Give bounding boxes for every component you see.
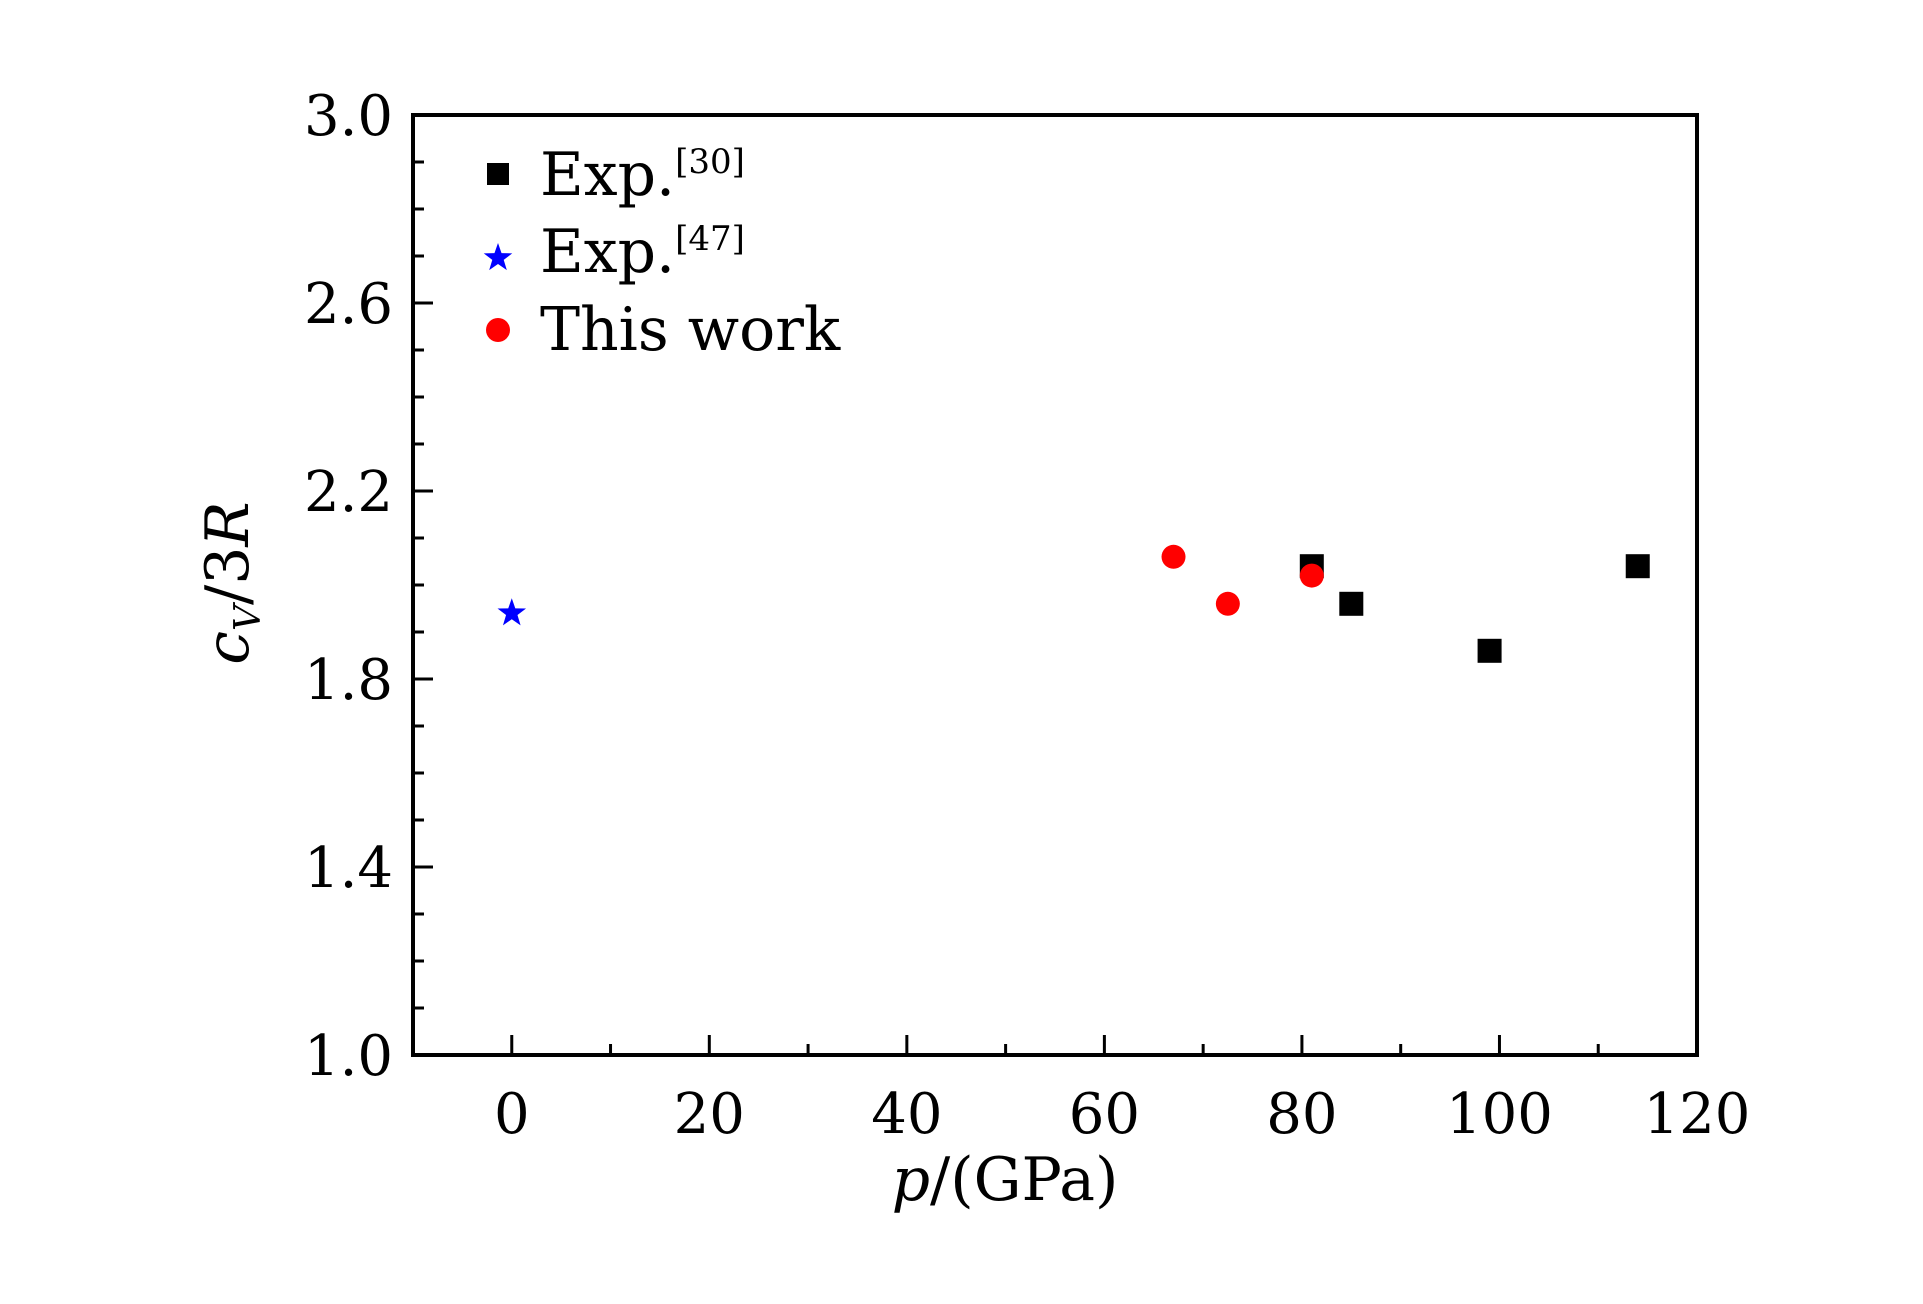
x-tick-label: 80 (1266, 1082, 1337, 1147)
legend-ref: [30] (675, 142, 745, 182)
x-axis-title: p/(GPa) (892, 1145, 1119, 1215)
legend-ref: [47] (675, 219, 745, 259)
legend-circle-marker (486, 318, 510, 342)
legend-entry-this-work: This work (486, 295, 841, 365)
data-point-circle (1161, 544, 1186, 569)
y-axis-title-var2: R (193, 501, 263, 547)
marks-layer (497, 544, 1650, 663)
x-tick-label: 100 (1446, 1082, 1553, 1147)
y-axis-title-sub: V (228, 601, 269, 631)
x-tick-label: 0 (494, 1082, 530, 1147)
x-axis-title-unit: /(GPa) (930, 1145, 1118, 1215)
y-axis-title-var: c (193, 631, 263, 665)
legend: Exp.[30] Exp.[47] This work (483, 140, 841, 365)
y-tick-label: 3.0 (304, 84, 393, 149)
legend-name: This work (540, 295, 841, 365)
data-point-star (497, 598, 527, 626)
x-tick-label: 120 (1644, 1082, 1751, 1147)
legend-label-exp-30: Exp.[30] (540, 140, 745, 210)
legend-entry-exp-47: Exp.[47] (483, 217, 745, 287)
y-tick-label: 2.2 (304, 460, 393, 525)
data-point-circle (1215, 591, 1240, 616)
y-tick-label: 2.6 (304, 272, 393, 337)
plot-frame (411, 113, 1699, 1057)
legend-star-marker (483, 243, 513, 271)
legend-name: Exp. (540, 140, 675, 210)
y-axis-title-rest: /3 (193, 547, 263, 605)
ticks-layer: 0 20 40 60 80 100 120 1.0 1.4 1.8 2.2 2.6 3.0 (304, 84, 1751, 1147)
x-axis-title-var: p (892, 1145, 930, 1215)
y-axis-title: cV/3R (193, 501, 269, 664)
x-tick-label: 40 (871, 1082, 942, 1147)
y-tick-label: 1.0 (304, 1024, 393, 1089)
legend-square-marker (487, 163, 509, 185)
x-tick-label: 20 (674, 1082, 745, 1147)
legend-label-exp-47: Exp.[47] (540, 217, 745, 287)
data-point-square (1625, 554, 1650, 579)
legend-label-this-work: This work (540, 295, 841, 365)
legend-name: Exp. (540, 217, 675, 287)
data-point-square (1339, 591, 1364, 616)
y-tick-label: 1.8 (304, 648, 393, 713)
data-point-circle (1299, 563, 1324, 588)
data-point-square (1477, 638, 1502, 663)
legend-entry-exp-30: Exp.[30] (487, 140, 745, 210)
y-tick-label: 1.4 (304, 836, 393, 901)
x-tick-label: 60 (1069, 1082, 1140, 1147)
